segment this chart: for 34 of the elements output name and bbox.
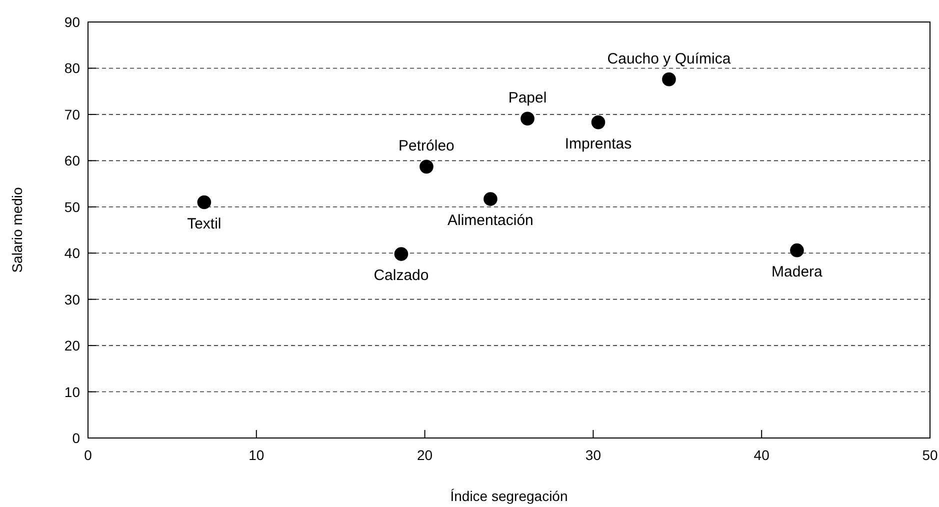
annotation: Imprentas (564, 135, 632, 152)
y-tick-label: 70 (64, 106, 80, 122)
y-tick-label: 20 (64, 338, 80, 354)
x-tick-label: 0 (84, 447, 92, 463)
annotation: Papel (508, 90, 547, 107)
y-tick-label: 50 (64, 198, 80, 215)
x-tick-label: 30 (585, 447, 602, 463)
point (394, 247, 408, 261)
point (662, 72, 676, 86)
y-tick-label: 90 (64, 14, 80, 30)
y-tick-label: 80 (64, 60, 80, 76)
annotation: Alimentación (448, 212, 534, 230)
annotation: Madera (772, 263, 824, 280)
x-tick-label: 10 (248, 447, 264, 463)
x-tick-label: 20 (417, 447, 433, 463)
x-tick-label: 40 (754, 447, 770, 463)
y-axis-title: Salario medio (9, 186, 25, 273)
x-tick-label: 50 (922, 447, 938, 463)
annotation: Textil (187, 215, 222, 232)
y-tick-label: 40 (64, 245, 80, 262)
y-tick-label: 0 (72, 430, 80, 446)
y-tick-label: 10 (64, 384, 80, 400)
y-tick-label: 60 (64, 152, 80, 169)
annotation: Petróleo (398, 138, 454, 155)
x-axis-title: Índice segregación (450, 488, 568, 504)
y-tick-label: 30 (64, 291, 80, 308)
point (520, 112, 534, 126)
annotation: Caucho y Química (607, 50, 732, 68)
annotation: Calzado (374, 267, 429, 284)
point (790, 243, 804, 258)
point (197, 195, 212, 210)
point (420, 160, 434, 174)
point (484, 192, 498, 206)
point (591, 115, 606, 130)
